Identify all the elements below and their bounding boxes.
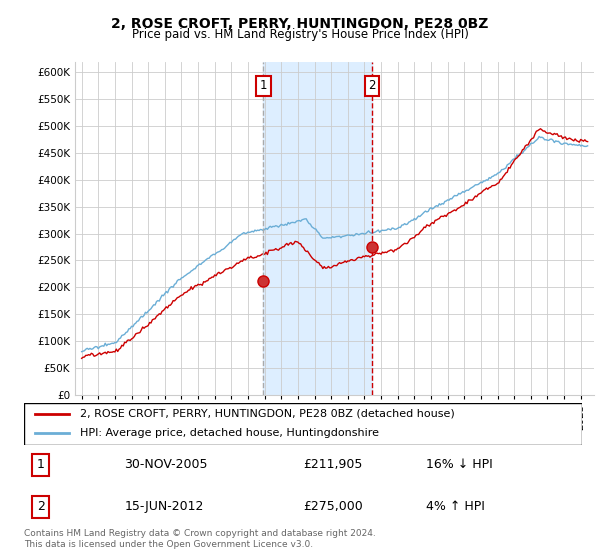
Text: 2: 2: [368, 80, 376, 92]
Text: Contains HM Land Registry data © Crown copyright and database right 2024.
This d: Contains HM Land Registry data © Crown c…: [24, 529, 376, 549]
Text: 2, ROSE CROFT, PERRY, HUNTINGDON, PE28 0BZ: 2, ROSE CROFT, PERRY, HUNTINGDON, PE28 0…: [112, 17, 488, 31]
Text: 15-JUN-2012: 15-JUN-2012: [124, 501, 204, 514]
Bar: [263, 62, 372, 395]
Text: 1: 1: [37, 458, 44, 471]
Text: 30-NOV-2005: 30-NOV-2005: [124, 458, 208, 471]
Text: 2, ROSE CROFT, PERRY, HUNTINGDON, PE28 0BZ (detached house): 2, ROSE CROFT, PERRY, HUNTINGDON, PE28 0…: [80, 409, 455, 419]
Text: 1: 1: [260, 80, 267, 92]
Text: 4% ↑ HPI: 4% ↑ HPI: [426, 501, 485, 514]
Text: HPI: Average price, detached house, Huntingdonshire: HPI: Average price, detached house, Hunt…: [80, 428, 379, 438]
Text: £275,000: £275,000: [303, 501, 363, 514]
Text: £211,905: £211,905: [303, 458, 362, 471]
Text: 16% ↓ HPI: 16% ↓ HPI: [426, 458, 493, 471]
Text: Price paid vs. HM Land Registry's House Price Index (HPI): Price paid vs. HM Land Registry's House …: [131, 28, 469, 41]
Text: 2: 2: [37, 501, 44, 514]
